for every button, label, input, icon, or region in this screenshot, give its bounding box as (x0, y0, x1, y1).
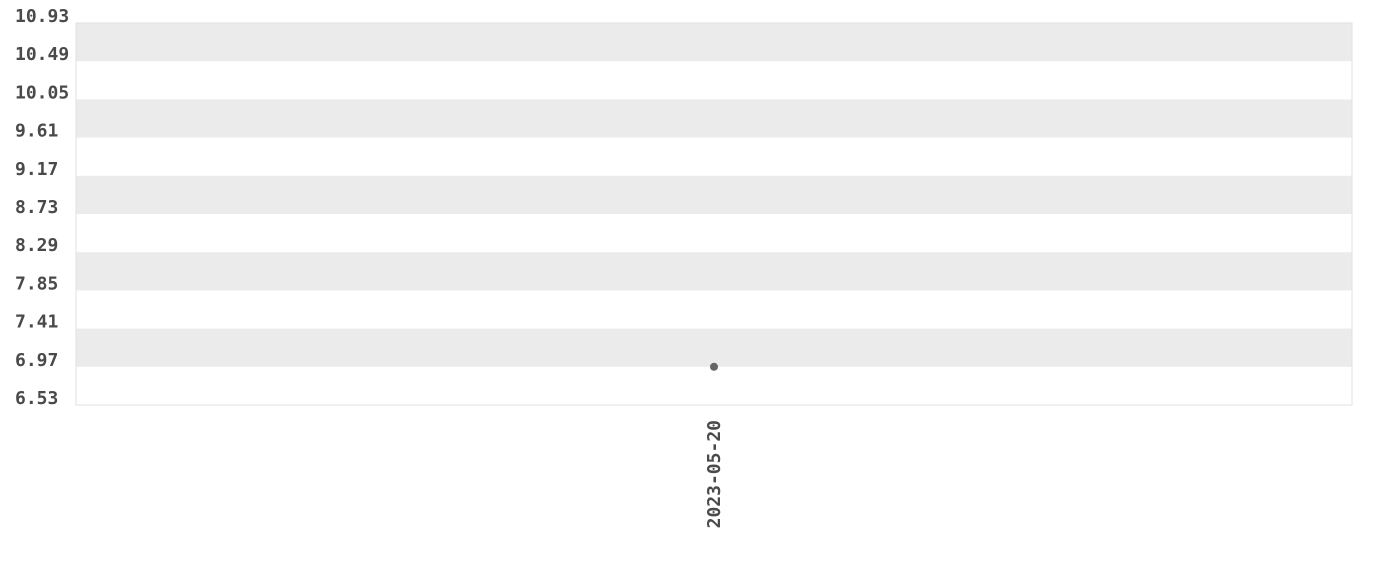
data-points (710, 362, 718, 371)
grid-band (76, 328, 1352, 367)
x-tick-label: 2023-05-20 (704, 420, 725, 528)
y-tick-label: 8.29 (15, 235, 58, 256)
grid-band (76, 175, 1352, 214)
y-tick-label: 10.93 (15, 6, 69, 27)
y-tick-label: 6.97 (15, 350, 58, 371)
plot-border (75, 22, 1353, 406)
grid-band (76, 252, 1352, 291)
y-axis: 10.93 10.49 10.05 9.61 9.17 8.73 8.29 7.85 7.41 6… (15, 6, 69, 409)
grid-bands (76, 23, 1352, 367)
x-axis: 2023-05-20 (704, 420, 725, 528)
y-tick-label: 10.49 (15, 44, 69, 65)
y-tick-label: 9.61 (15, 121, 58, 142)
y-tick-label: 7.41 (15, 312, 58, 333)
grid-band (76, 23, 1352, 62)
grid-band (76, 99, 1352, 138)
y-tick-label: 6.53 (15, 388, 58, 409)
y-tick-label: 8.73 (15, 197, 58, 218)
data-point (710, 362, 718, 371)
y-tick-label: 7.85 (15, 273, 58, 294)
y-tick-label: 9.17 (15, 159, 58, 180)
y-tick-label: 10.05 (15, 82, 69, 103)
